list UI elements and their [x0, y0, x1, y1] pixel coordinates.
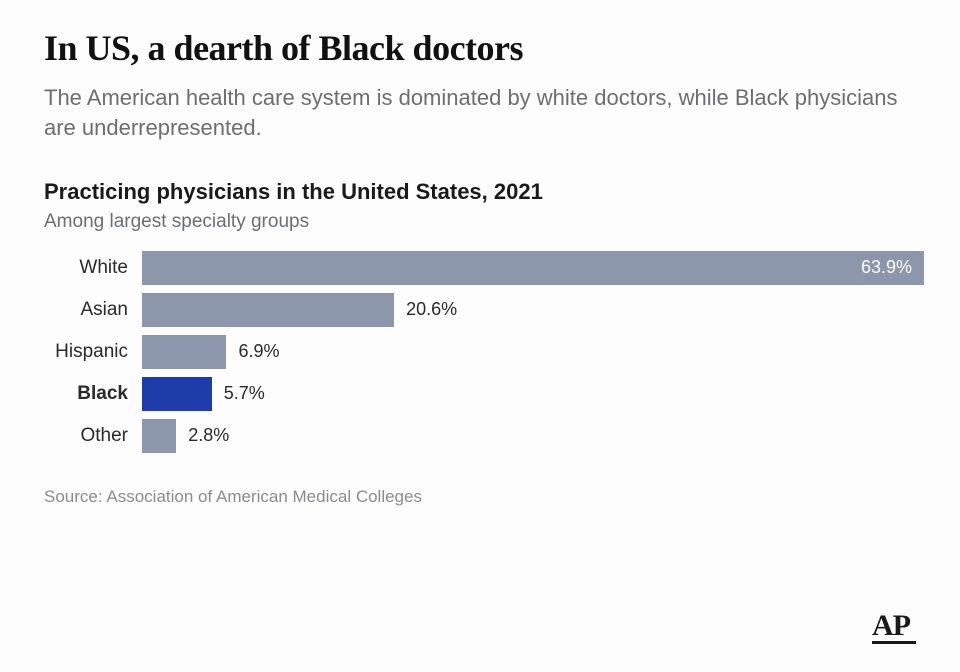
headline: In US, a dearth of Black doctors: [44, 28, 916, 69]
value-label: 2.8%: [188, 425, 229, 446]
source-line: Source: Association of American Medical …: [44, 487, 916, 507]
bar-track: 5.7%: [142, 377, 924, 411]
value-label: 63.9%: [142, 251, 924, 285]
bar: [142, 419, 176, 453]
bar-track: 63.9%: [142, 251, 924, 285]
value-label: 5.7%: [224, 383, 265, 404]
infographic-container: In US, a dearth of Black doctors The Ame…: [0, 0, 960, 672]
chart-title: Practicing physicians in the United Stat…: [44, 179, 916, 205]
category-label: White: [44, 257, 142, 279]
bar: [142, 335, 226, 369]
category-label: Black: [44, 383, 142, 405]
ap-logo: AP: [872, 609, 916, 644]
ap-logo-text: AP: [872, 609, 910, 642]
bar-row: Hispanic 6.9%: [44, 335, 924, 369]
bar-row: Black 5.7%: [44, 377, 924, 411]
bar-track: 6.9%: [142, 335, 924, 369]
bar-chart: White63.9%Asian20.6%Hispanic6.9%Black5.7…: [44, 251, 924, 453]
subhead: The American health care system is domin…: [44, 83, 904, 142]
category-label: Hispanic: [44, 341, 142, 363]
bar-track: 20.6%: [142, 293, 924, 327]
value-label: 20.6%: [406, 299, 457, 320]
category-label: Other: [44, 425, 142, 447]
category-label: Asian: [44, 299, 142, 321]
bar: [142, 293, 394, 327]
bar: [142, 377, 212, 411]
bar-track: 2.8%: [142, 419, 924, 453]
bar-row: Other 2.8%: [44, 419, 924, 453]
value-label: 6.9%: [238, 341, 279, 362]
bar-row: White63.9%: [44, 251, 924, 285]
chart-subtitle: Among largest specialty groups: [44, 211, 916, 233]
bar-row: Asian 20.6%: [44, 293, 924, 327]
